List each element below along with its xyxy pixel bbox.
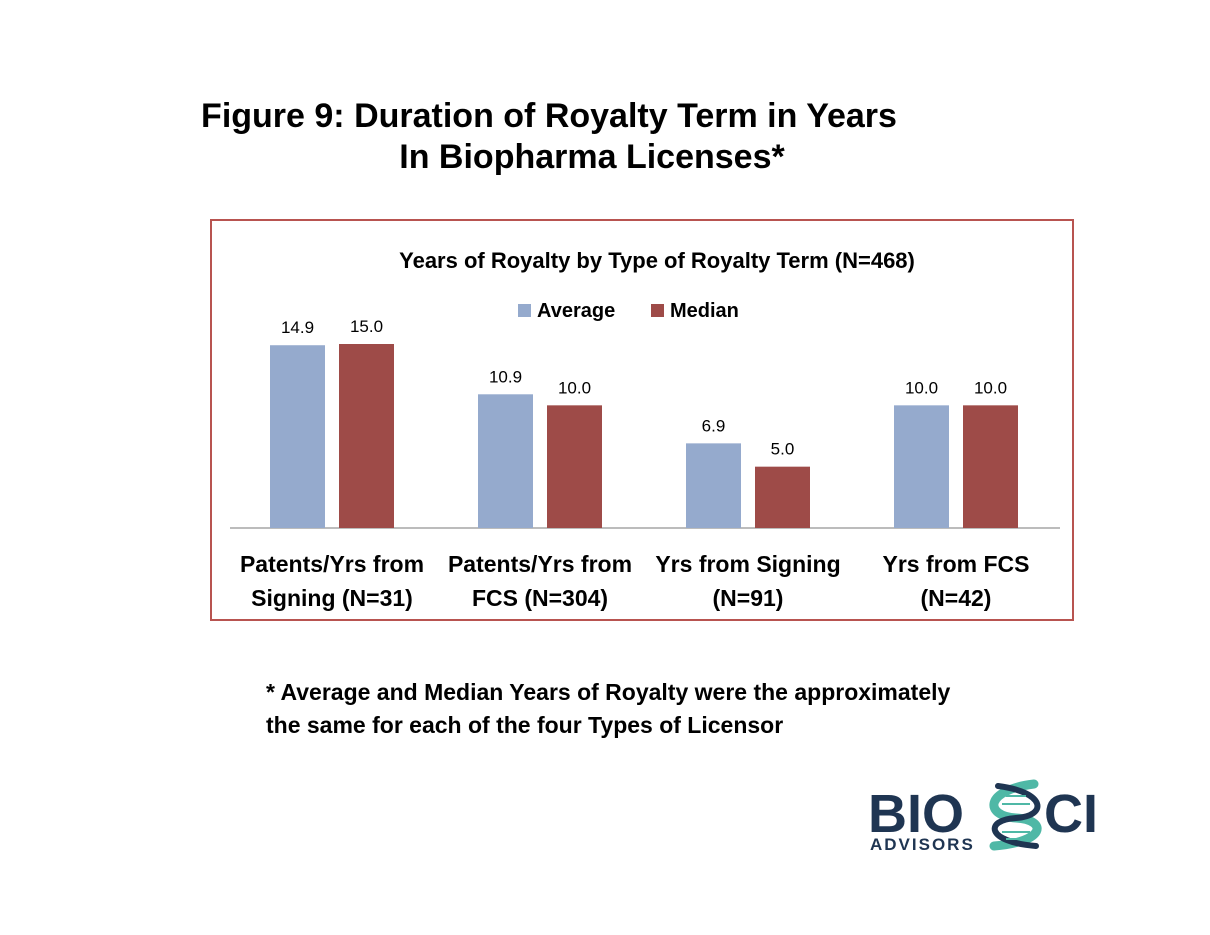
- category-label-2-line-1: Yrs from Signing: [655, 551, 840, 577]
- data-label-average-2: 6.9: [702, 416, 726, 435]
- data-label-average-3: 10.0: [905, 378, 938, 397]
- footnote-line-2: the same for each of the four Types of L…: [266, 712, 784, 738]
- footnote-line-1: * Average and Median Years of Royalty we…: [266, 679, 951, 705]
- legend-swatch-average: [518, 304, 531, 317]
- dna-helix-icon: [989, 779, 1042, 851]
- chart-title: Years of Royalty by Type of Royalty Term…: [399, 248, 915, 273]
- chart-frame: Years of Royalty by Type of Royalty Term…: [210, 219, 1074, 621]
- category-label-1-line-1: Patents/Yrs from: [448, 551, 632, 577]
- legend-label-median: Median: [670, 300, 739, 322]
- category-label-0-line-1: Patents/Yrs from: [240, 551, 424, 577]
- footnote: * Average and Median Years of Royalty we…: [266, 676, 1066, 742]
- bar-average-3: [894, 405, 949, 528]
- data-label-average-1: 10.9: [489, 367, 522, 386]
- bar-average-0: [270, 345, 325, 528]
- bio-sci-logo: BIO CI ADVISORS: [866, 776, 1126, 861]
- data-label-average-0: 14.9: [281, 318, 314, 337]
- logo-subtitle: ADVISORS: [870, 835, 975, 854]
- logo-word-right: CI: [1044, 784, 1098, 844]
- logo-word-left: BIO: [868, 784, 964, 844]
- bar-median-2: [755, 466, 810, 528]
- data-label-median-3: 10.0: [974, 378, 1007, 397]
- slide-title-line-2: In Biopharma Licenses*: [399, 138, 785, 176]
- bar-median-0: [339, 344, 394, 528]
- category-label-3-line-2: (N=42): [921, 585, 992, 611]
- data-label-median-0: 15.0: [350, 317, 383, 336]
- legend-swatch-median: [651, 304, 664, 317]
- bar-chart: Years of Royalty by Type of Royalty Term…: [230, 248, 1060, 611]
- category-label-1-line-2: FCS (N=304): [472, 585, 608, 611]
- category-label-2-line-2: (N=91): [713, 585, 784, 611]
- legend-label-average: Average: [537, 300, 615, 322]
- bar-average-1: [478, 394, 533, 528]
- bar-average-2: [686, 443, 741, 528]
- category-label-3-line-1: Yrs from FCS: [883, 551, 1030, 577]
- data-label-median-1: 10.0: [558, 378, 591, 397]
- bar-median-1: [547, 405, 602, 528]
- slide-title-line-1: Figure 9: Duration of Royalty Term in Ye…: [201, 97, 897, 135]
- bar-median-3: [963, 405, 1018, 528]
- category-label-0-line-2: Signing (N=31): [251, 585, 413, 611]
- data-label-median-2: 5.0: [771, 440, 795, 459]
